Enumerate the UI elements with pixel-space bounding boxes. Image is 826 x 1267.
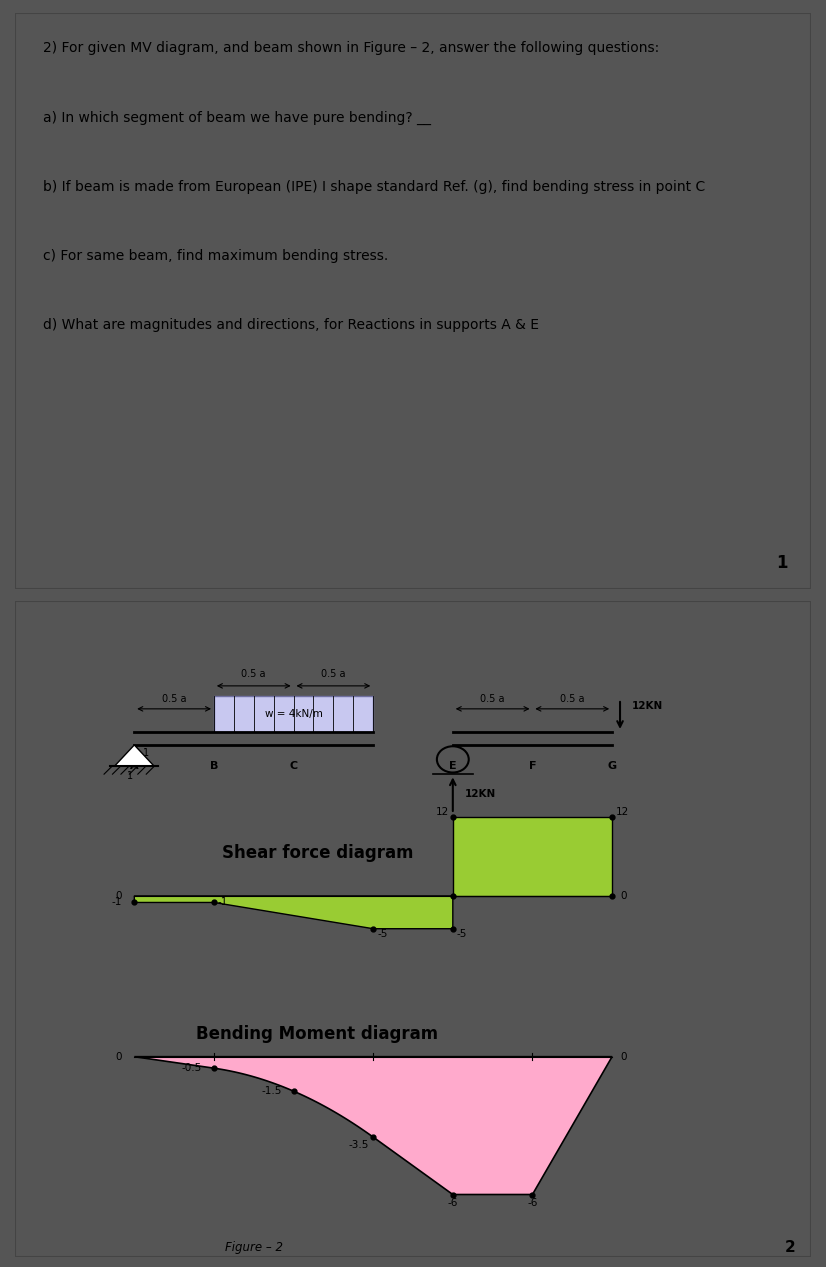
Text: 12: 12 (616, 807, 629, 817)
Text: B: B (210, 761, 218, 772)
Polygon shape (135, 896, 453, 929)
Text: c) For same beam, find maximum bending stress.: c) For same beam, find maximum bending s… (43, 250, 388, 264)
Text: Bending Moment diagram: Bending Moment diagram (197, 1025, 439, 1043)
Text: b) If beam is made from European (IPE) I shape standard Ref. (g), find bending s: b) If beam is made from European (IPE) I… (43, 180, 705, 194)
Text: 0: 0 (620, 891, 627, 901)
Text: 0: 0 (116, 1052, 122, 1062)
Text: 1: 1 (776, 554, 787, 571)
Text: 1: 1 (143, 749, 150, 758)
Text: Shear force diagram: Shear force diagram (221, 844, 413, 863)
Polygon shape (135, 1057, 612, 1195)
Text: 0.5 a: 0.5 a (241, 669, 266, 679)
Text: 0: 0 (116, 891, 122, 901)
Polygon shape (453, 817, 612, 896)
Text: -5: -5 (377, 929, 387, 939)
Text: C: C (289, 761, 297, 772)
Text: 2: 2 (785, 1239, 795, 1254)
Text: -6: -6 (527, 1197, 538, 1207)
Text: -5: -5 (457, 929, 468, 939)
Text: -1: -1 (112, 897, 122, 907)
Text: d) What are magnitudes and directions, for Reactions in supports A & E: d) What are magnitudes and directions, f… (43, 318, 539, 332)
Text: -1.5: -1.5 (261, 1086, 282, 1096)
Text: G: G (607, 761, 617, 772)
Text: w = 4kN/m: w = 4kN/m (264, 708, 322, 718)
Text: A: A (130, 761, 139, 772)
Bar (214, 696, 373, 732)
Text: -3.5: -3.5 (349, 1140, 369, 1150)
Text: Figure – 2: Figure – 2 (225, 1240, 282, 1253)
Text: -6: -6 (448, 1197, 458, 1207)
Text: 1: 1 (127, 772, 133, 782)
Text: 0.5 a: 0.5 a (162, 693, 187, 703)
Text: 12KN: 12KN (465, 789, 496, 799)
Text: a) In which segment of beam we have pure bending? __: a) In which segment of beam we have pure… (43, 110, 430, 125)
Text: 0.5 a: 0.5 a (321, 669, 345, 679)
Text: 0: 0 (620, 1052, 627, 1062)
Text: -0.5: -0.5 (182, 1063, 202, 1073)
Text: 0.5 a: 0.5 a (560, 693, 585, 703)
Polygon shape (114, 745, 154, 767)
Text: 12: 12 (435, 807, 449, 817)
Text: -1: -1 (218, 897, 228, 907)
Text: 2) For given MV diagram, and beam shown in Figure – 2, answer the following ques: 2) For given MV diagram, and beam shown … (43, 42, 659, 56)
Text: F: F (529, 761, 536, 772)
Text: E: E (449, 761, 457, 772)
Text: 0.5 a: 0.5 a (481, 693, 505, 703)
Text: 12KN: 12KN (632, 701, 663, 711)
